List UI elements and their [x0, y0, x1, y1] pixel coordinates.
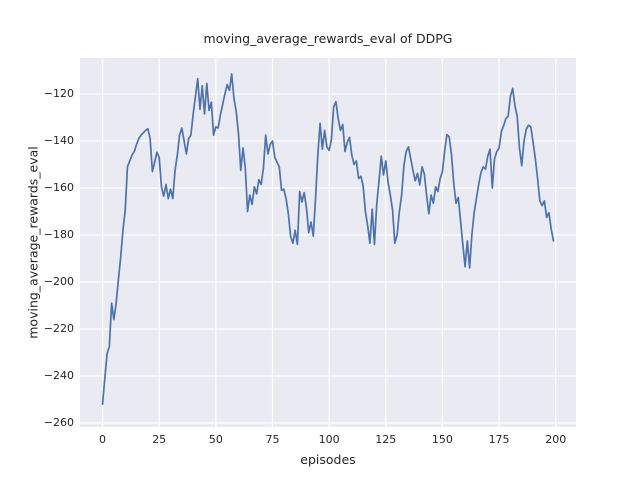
plot-area — [80, 58, 576, 427]
line-chart-svg — [80, 58, 576, 427]
y-tick-label: −200 — [43, 274, 74, 288]
x-tick-label: 175 — [488, 433, 510, 446]
y-tick-label: −140 — [43, 133, 74, 147]
y-tick-label: −260 — [43, 416, 74, 429]
x-tick-label: 0 — [99, 433, 107, 446]
x-tick-label: 150 — [431, 433, 453, 446]
x-axis-label: episodes — [300, 452, 356, 467]
x-tick-label: 75 — [265, 433, 280, 446]
x-tick-label: 100 — [318, 433, 340, 446]
y-tick-label: −240 — [43, 368, 74, 382]
x-tick-label: 50 — [208, 433, 223, 446]
x-axis-tick-labels: 0 25 50 75 100 125 150 175 200 — [80, 433, 576, 449]
y-axis-tick-labels: −120 −140 −160 −180 −200 −220 −240 −260 — [0, 58, 74, 429]
y-tick-label: −180 — [43, 227, 74, 241]
y-tick-label: −220 — [43, 321, 74, 335]
y-tick-label: −160 — [43, 180, 74, 194]
y-tick-label: −120 — [43, 86, 74, 100]
data-line-moving-average-rewards — [101, 73, 555, 406]
x-tick-label: 25 — [152, 433, 167, 446]
x-tick-label: 200 — [545, 433, 567, 446]
chart-title: moving_average_rewards_eval of DDPG — [203, 31, 453, 46]
x-tick-label: 125 — [375, 433, 397, 446]
